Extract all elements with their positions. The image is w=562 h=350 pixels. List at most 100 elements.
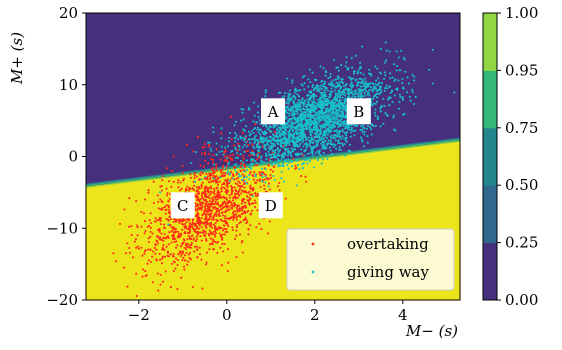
giving-way-point — [303, 127, 306, 131]
giving-way-point — [280, 141, 283, 144]
overtaking-point — [212, 187, 216, 190]
giving-way-point — [376, 67, 379, 70]
giving-way-point — [262, 132, 265, 135]
overtaking-point — [177, 253, 180, 256]
giving-way-points — [159, 41, 456, 226]
giving-way-point — [241, 111, 244, 114]
giving-way-point — [292, 100, 295, 103]
overtaking-point — [166, 250, 169, 253]
overtaking-point — [190, 243, 193, 246]
overtaking-point — [172, 255, 175, 258]
overtaking-point — [201, 191, 204, 194]
giving-way-point — [310, 149, 313, 152]
overtaking-point — [156, 194, 159, 197]
overtaking-point — [208, 197, 211, 200]
overtaking-point — [251, 193, 254, 196]
overtaking-point — [235, 206, 238, 209]
overtaking-point — [208, 174, 212, 177]
giving-way-point — [297, 89, 300, 92]
overtaking-point — [217, 189, 220, 192]
giving-way-point — [346, 66, 350, 70]
giving-way-point — [453, 91, 456, 94]
overtaking-point — [216, 198, 219, 201]
overtaking-point — [210, 168, 213, 171]
giving-way-point — [324, 139, 327, 143]
overtaking-point — [170, 230, 173, 233]
overtaking-point — [147, 248, 150, 251]
giving-way-point — [380, 85, 383, 88]
giving-way-point — [364, 80, 367, 83]
giving-way-point — [313, 123, 316, 126]
giving-way-point — [236, 151, 239, 154]
y-tick-label: 10 — [59, 76, 78, 94]
overtaking-point — [157, 200, 160, 203]
overtaking-point — [214, 225, 217, 228]
giving-way-point — [243, 150, 246, 153]
giving-way-point — [322, 102, 326, 105]
giving-way-point — [280, 157, 283, 160]
giving-way-point — [374, 86, 377, 89]
overtaking-point — [233, 166, 236, 169]
overtaking-point — [156, 219, 159, 222]
giving-way-point — [240, 159, 243, 162]
giving-way-point — [293, 140, 296, 143]
giving-way-point — [319, 96, 322, 99]
giving-way-point — [281, 124, 284, 127]
giving-way-point — [275, 161, 278, 164]
overtaking-point — [195, 204, 199, 207]
overtaking-point — [216, 192, 219, 195]
overtaking-point — [226, 205, 229, 208]
overtaking-point — [244, 206, 248, 209]
overtaking-point — [197, 221, 200, 224]
overtaking-point — [210, 212, 213, 215]
giving-way-point — [350, 56, 353, 60]
giving-way-point — [312, 166, 316, 169]
overtaking-point — [204, 215, 207, 218]
overtaking-point — [205, 223, 208, 226]
overtaking-point — [244, 150, 247, 153]
overtaking-point — [172, 252, 175, 256]
giving-way-point — [335, 81, 338, 84]
overtaking-point — [207, 175, 210, 178]
overtaking-point — [149, 248, 152, 252]
giving-way-point — [267, 150, 270, 153]
giving-way-point — [330, 152, 334, 155]
giving-way-point — [268, 153, 271, 156]
giving-way-point — [359, 129, 362, 132]
overtaking-point — [207, 203, 210, 206]
giving-way-point — [286, 77, 289, 80]
overtaking-point — [147, 240, 150, 244]
overtaking-point — [234, 197, 238, 200]
giving-way-point — [306, 152, 309, 156]
overtaking-point — [256, 209, 259, 212]
overtaking-point — [245, 191, 248, 194]
giving-way-point — [347, 149, 350, 152]
giving-way-point — [280, 144, 283, 147]
overtaking-point — [160, 232, 163, 235]
overtaking-point — [156, 228, 159, 231]
overtaking-point — [202, 165, 205, 168]
giving-way-point — [344, 125, 347, 129]
overtaking-point — [231, 172, 235, 175]
giving-way-point — [411, 88, 414, 91]
overtaking-point — [236, 210, 239, 213]
giving-way-point — [383, 71, 387, 74]
giving-way-point — [305, 103, 308, 106]
overtaking-point — [167, 236, 170, 239]
contour-band-1 — [86, 138, 460, 186]
giving-way-point — [305, 137, 309, 140]
giving-way-point — [319, 84, 322, 87]
giving-way-point — [329, 115, 332, 118]
giving-way-point — [339, 91, 342, 94]
giving-way-point — [234, 120, 238, 123]
giving-way-point — [257, 115, 260, 118]
giving-way-point — [374, 108, 377, 111]
overtaking-point — [211, 241, 214, 245]
overtaking-point — [197, 190, 200, 193]
overtaking-point — [237, 142, 240, 145]
overtaking-point — [177, 258, 180, 262]
overtaking-point — [212, 218, 215, 221]
giving-way-point — [247, 130, 250, 133]
colorbar-tick-label: 0.95 — [505, 61, 538, 79]
overtaking-point — [188, 225, 191, 228]
